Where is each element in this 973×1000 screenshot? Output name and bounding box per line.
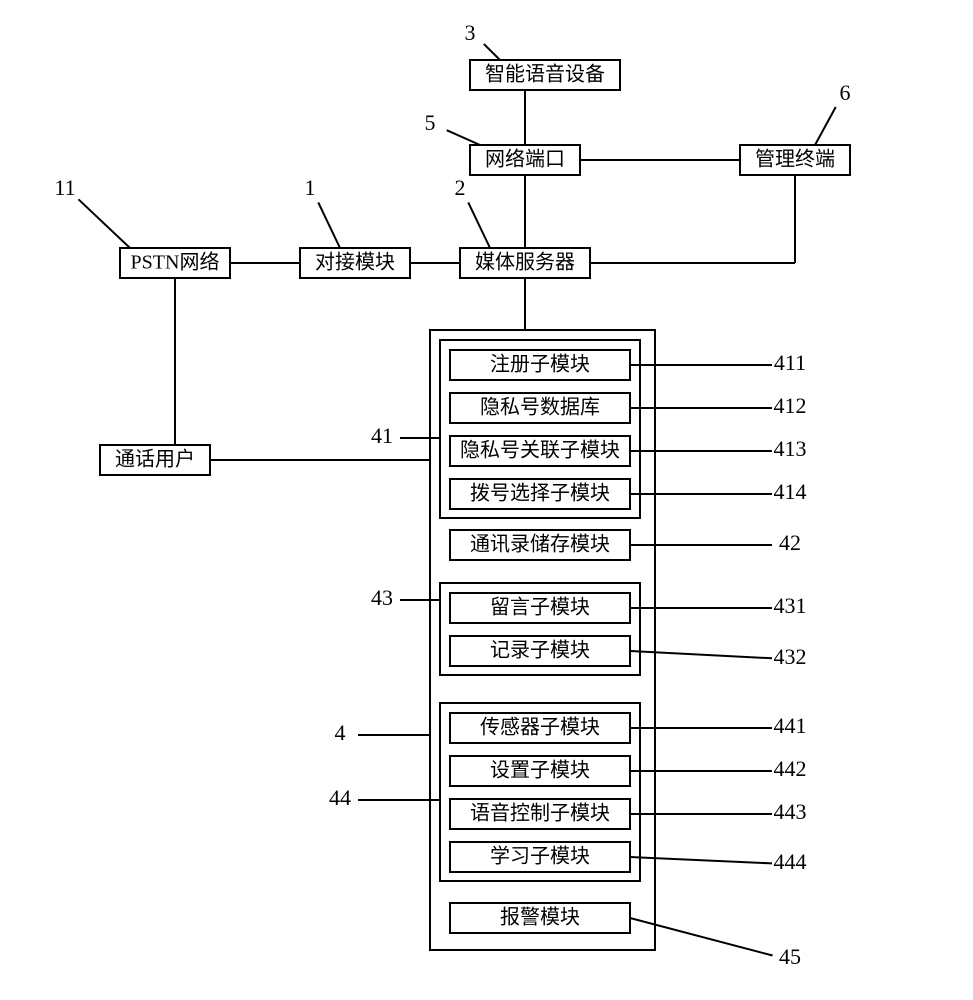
callout-444: 444 — [774, 849, 807, 874]
callout-42: 42 — [779, 530, 801, 555]
callout-4: 4 — [335, 720, 346, 745]
diagram-canvas: PSTN网络 对接模块 媒体服务器 网络端口 智能语音设备管理终端通话用户 注册子模块隐私… — [0, 0, 973, 1000]
label-vctrl: 语音控制子模块 — [470, 802, 610, 825]
leader-2 — [468, 202, 490, 248]
label-smart: 智能语音设备 — [485, 63, 605, 86]
callout-443: 443 — [774, 799, 807, 824]
callout-5: 5 — [425, 110, 436, 135]
callout-441: 441 — [774, 713, 807, 738]
label-user: 通话用户 — [115, 448, 195, 471]
callout-44: 44 — [329, 785, 351, 810]
callout-43: 43 — [371, 585, 393, 610]
label-recsub: 记录子模块 — [490, 639, 590, 662]
label-privdb: 隐私号数据库 — [480, 396, 600, 419]
label-contacts: 通讯录储存模块 — [470, 533, 610, 556]
callout-1: 1 — [305, 175, 316, 200]
callout-413: 413 — [774, 436, 807, 461]
callout-41: 41 — [371, 423, 393, 448]
callout-2: 2 — [455, 175, 466, 200]
callout-3: 3 — [465, 20, 476, 45]
label-setsub: 设置子模块 — [490, 759, 590, 782]
leader-11 — [78, 199, 130, 248]
label-msgsub: 留言子模块 — [490, 596, 590, 619]
boxes: PSTN网络 对接模块 媒体服务器 网络端口 智能语音设备管理终端通话用户 注册子模块隐私… — [100, 60, 850, 933]
label-media: 媒体服务器 — [475, 251, 575, 274]
label-privassoc: 隐私号关联子模块 — [460, 439, 620, 462]
label-learn: 学习子模块 — [490, 845, 590, 868]
callout-411: 411 — [774, 350, 806, 375]
callout-431: 431 — [774, 593, 807, 618]
callout-45: 45 — [779, 944, 801, 969]
label-reg: 注册子模块 — [490, 353, 590, 376]
label-sensor: 传感器子模块 — [480, 716, 600, 739]
leader-6 — [815, 107, 836, 145]
leader-3 — [484, 44, 500, 60]
leader-1 — [318, 202, 340, 248]
callout-6: 6 — [840, 80, 851, 105]
label-alarm: 报警模块 — [500, 906, 580, 929]
callout-414: 414 — [774, 479, 807, 504]
label-dock: 对接模块 — [315, 251, 395, 274]
label-dialsel: 拨号选择子模块 — [470, 482, 610, 505]
callout-432: 432 — [774, 644, 807, 669]
leader-432 — [630, 651, 772, 658]
callout-442: 442 — [774, 756, 807, 781]
leader-5 — [447, 130, 480, 145]
callout-412: 412 — [774, 393, 807, 418]
label-mgmt: 管理终端 — [755, 148, 835, 171]
label-pstn: PSTN网络 — [131, 251, 220, 274]
callout-11: 11 — [54, 175, 75, 200]
label-netport: 网络端口 — [485, 148, 565, 171]
leader-444 — [630, 857, 772, 863]
